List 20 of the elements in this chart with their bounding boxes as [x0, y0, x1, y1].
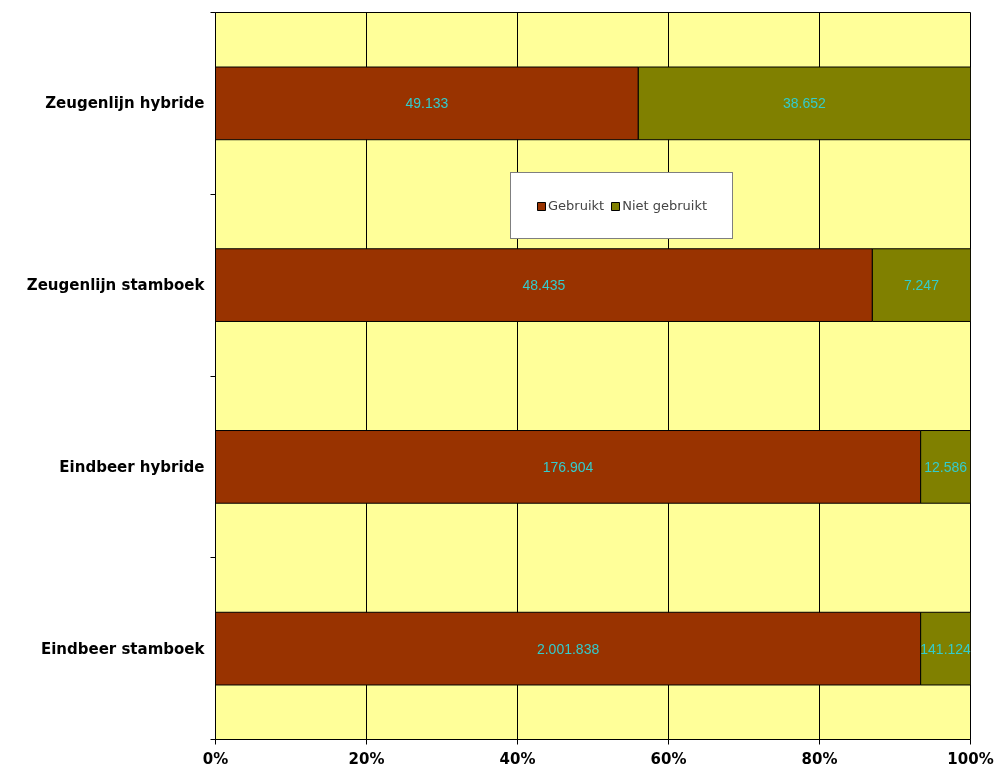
x-tick-label: 20%	[348, 749, 385, 768]
annotation: 2.001.838	[536, 640, 600, 657]
x-tick-label: 60%	[650, 749, 687, 768]
legend-label: Gebruikt	[548, 198, 605, 213]
y-tick-label: Zeugenlijn stamboek	[26, 276, 206, 295]
annotation: 49.133	[405, 95, 449, 112]
legend-label: Niet gebruikt	[622, 198, 708, 213]
annotation: 176.904	[542, 458, 594, 475]
annotation: 12.586	[924, 458, 968, 475]
y-tick-label: Eindbeer hybride	[59, 457, 205, 476]
annotation: 38.652	[782, 95, 827, 112]
annotation: 7.247	[903, 277, 940, 294]
y-tick-label: Eindbeer stamboek	[40, 639, 206, 658]
x-tick-label: 100%	[947, 749, 994, 768]
annotation: 141.124	[920, 640, 972, 657]
x-tick-label: 0%	[202, 749, 229, 768]
x-tick-label: 80%	[801, 749, 838, 768]
x-tick-label: 40%	[499, 749, 536, 768]
annotation: 48.435	[522, 277, 566, 294]
y-tick-label: Zeugenlijn hybride	[45, 94, 205, 113]
